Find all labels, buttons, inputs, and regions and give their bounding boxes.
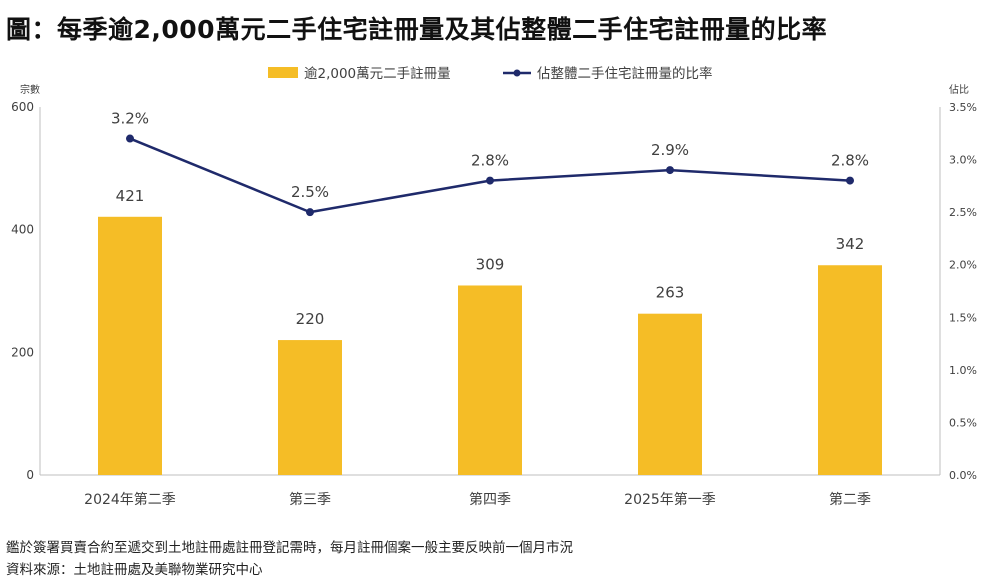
bar <box>98 216 162 475</box>
x-axis-category-label: 2025年第一季 <box>624 491 716 508</box>
bar <box>818 265 882 475</box>
ratio-point <box>486 176 494 185</box>
left-axis-unit-label: 宗數 <box>20 83 40 96</box>
legend-bar-label: 逾2,000萬元二手註冊量 <box>304 66 451 82</box>
x-axis-category-label: 第二季 <box>829 491 871 508</box>
right-axis-tick-label: 1.5% <box>949 311 977 324</box>
bar-value-label: 421 <box>116 187 145 205</box>
left-axis-tick-label: 400 <box>11 223 34 237</box>
bar <box>458 285 522 475</box>
ratio-value-label: 2.9% <box>651 141 689 159</box>
right-axis-tick-label: 0.5% <box>949 416 977 429</box>
x-axis-category-label: 第三季 <box>289 491 331 508</box>
right-axis-tick-label: 3.5% <box>949 101 977 114</box>
ratio-series-line <box>129 137 851 214</box>
right-axis-tick-label: 2.5% <box>949 206 977 219</box>
ratio-point <box>846 176 854 185</box>
left-axis-tick-label: 0 <box>26 468 34 482</box>
ratio-value-label: 2.8% <box>831 152 869 170</box>
ratio-point <box>126 134 134 143</box>
ratio-point <box>306 208 314 217</box>
bar-value-label: 342 <box>836 235 865 253</box>
right-axis-tick-label: 3.0% <box>949 154 977 167</box>
left-axis-tick-label: 200 <box>11 345 34 359</box>
ratio-value-label: 2.5% <box>291 183 329 201</box>
ratio-value-label: 3.2% <box>111 110 149 128</box>
legend-line-marker <box>513 69 521 77</box>
legend-line-label: 佔整體二手住宅註冊量的比率 <box>537 65 713 82</box>
ratio-value-label: 2.8% <box>471 152 509 170</box>
right-axis-unit-label: 佔比 <box>949 83 969 96</box>
x-axis-category-label: 第四季 <box>469 491 511 508</box>
legend-bar-swatch <box>268 67 298 78</box>
bar-value-label: 263 <box>656 284 685 302</box>
bar-value-label: 220 <box>296 310 325 328</box>
right-axis-tick-label: 0.0% <box>949 469 977 482</box>
x-axis-category-label: 2024年第二季 <box>84 491 176 508</box>
chart-title: 圖：每季逾2,000萬元二手住宅註冊量及其佔整體二手住宅註冊量的比率 <box>6 15 828 44</box>
bar-value-label: 309 <box>476 255 505 273</box>
left-axis-tick-label: 600 <box>11 100 34 114</box>
ratio-point <box>666 166 674 175</box>
bar <box>638 313 702 475</box>
right-axis-tick-label: 2.0% <box>949 259 977 272</box>
footnote-source: 資料來源：土地註冊處及美聯物業研究中心 <box>6 562 263 578</box>
footnote-explanation: 鑑於簽署買賣合約至遞交到土地註冊處註冊登記需時，每月註冊個案一般主要反映前一個月… <box>6 540 573 556</box>
bar <box>278 340 342 475</box>
right-axis-tick-label: 1.0% <box>949 364 977 377</box>
